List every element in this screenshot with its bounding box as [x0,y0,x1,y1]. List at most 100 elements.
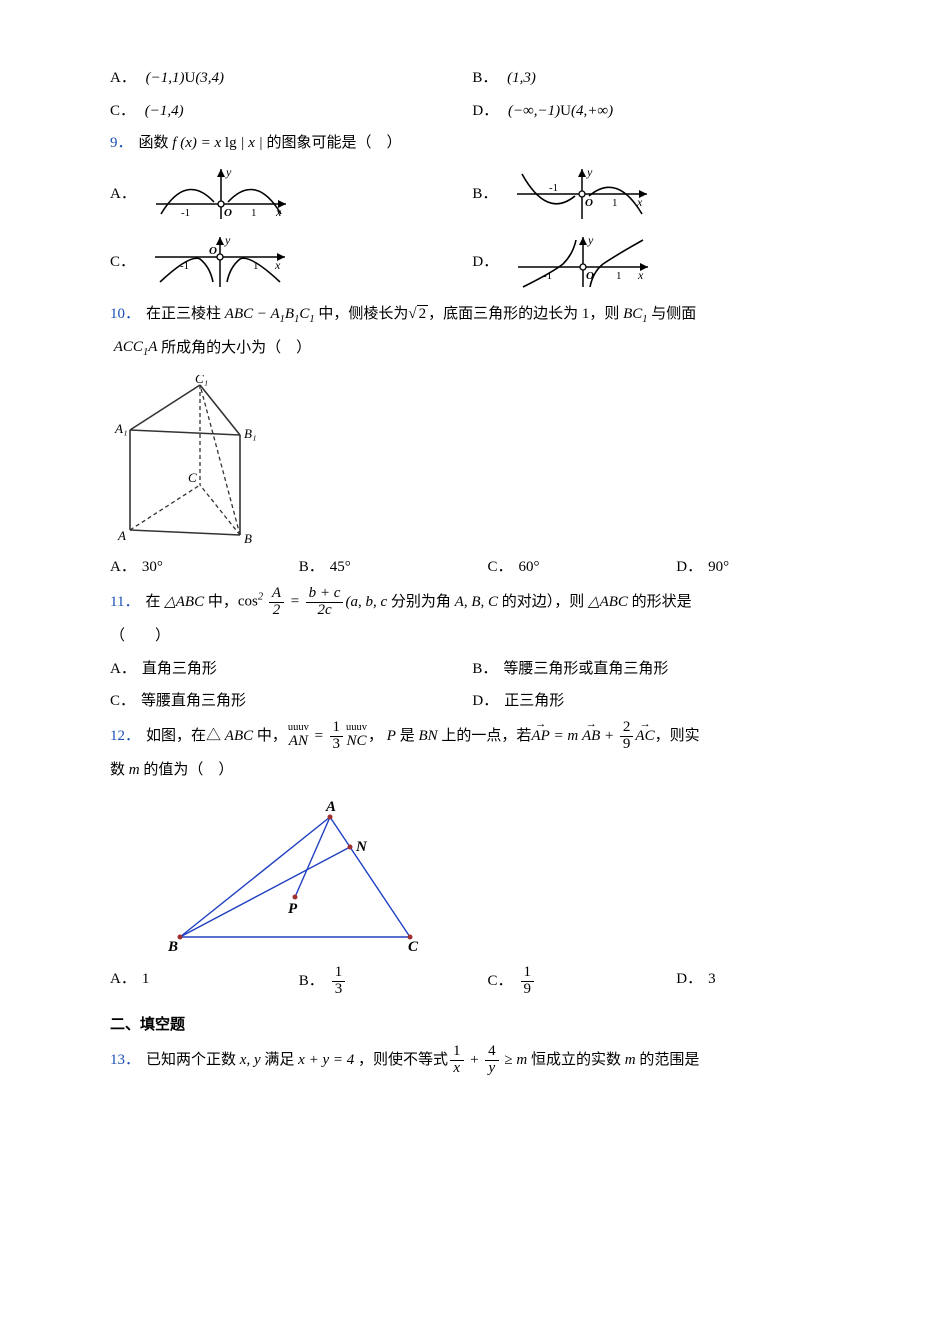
svg-text:-1: -1 [180,260,189,272]
q12-text7: 的值为（ ） [143,756,233,785]
q10-optB: 45° [330,559,351,575]
q12-optB-letter: B． [299,973,324,989]
svg-text:O: O [209,245,217,257]
svg-text:1: 1 [253,260,259,272]
q11-paren2: 的对边），则 [502,588,585,617]
q12-num: 12． [110,722,140,751]
q8-optC-math: (−1,4) [145,103,184,119]
svg-text:P: P [288,901,298,917]
q12-diagram: A N P B C [150,797,865,957]
svg-text:C₁: C₁ [195,375,208,386]
q10-optB-letter: B． [299,559,324,575]
svg-text:O: O [224,207,232,219]
q10-optA-letter: A． [110,559,136,575]
q12-abc: ABC [221,722,257,751]
q12-ab-vec: →AB [582,722,600,751]
q11-optA: 直角三角形 [142,661,217,677]
q10-optD-letter: D． [676,559,702,575]
svg-text:y: y [224,233,231,247]
svg-text:A₁: A₁ [114,421,127,436]
svg-text:x: x [274,258,281,272]
q8-optC-letter: C． [110,103,135,119]
q11-optD-letter: D． [472,693,498,709]
q11-num: 11． [110,588,139,617]
q11-optC: 等腰直角三角形 [141,693,246,709]
q11-text2: 中， [208,588,238,617]
q11-text1: 在 [145,588,160,617]
q12-text4: 上的一点，若 [441,722,531,751]
q10-text5: 所成角的大小为（ ） [161,334,311,363]
svg-text:B: B [244,531,252,545]
q8-optB-letter: B． [472,70,497,86]
q9-graph-row-2: C． -1 1 O y x D． -1 1 O [110,232,865,294]
q13-text4: 恒成立的实数 [531,1046,621,1075]
q13-text3: ，则使不等式 [358,1046,448,1075]
q12-optA: 1 [142,971,150,987]
q12-optC: 19 [521,965,535,998]
svg-text:x: x [637,268,644,282]
q9-optD: D． [472,248,498,277]
q11-optB-letter: B． [472,661,497,677]
q8-optD-math: (−∞,−1)U(4,+∞) [508,103,613,119]
svg-text:x: x [275,205,282,219]
q13-f1: 1x [450,1044,464,1077]
q8-row-1: A． (−1,1)U(3,4) B． (1,3) [110,64,865,93]
q12-text2: 中， [257,722,287,751]
q13-num: 13． [110,1046,140,1075]
q13-eq: x + y = 4 [294,1046,358,1075]
q10-optA: 30° [142,559,163,575]
q12-an-vec: uuuvAN [288,723,309,749]
q9-text1: 函数 [139,129,169,158]
q12-p: P [383,722,400,751]
q8-optB-math: (1,3) [507,70,536,86]
q13-plus: + [466,1046,484,1075]
q11-paren-text: 分别为角 [387,588,451,617]
q11-optD: 正三角形 [504,693,564,709]
q12-optD-letter: D． [676,971,702,987]
q10-text2: 中，侧棱长为 [318,300,408,329]
q12-text1: 如图，在△ [146,722,221,751]
q12-optC-letter: C． [488,973,513,989]
q12-text6: 数 [110,756,125,785]
q10-optD: 90° [708,559,729,575]
q12-ac-vec: →AC [635,722,654,751]
q12-m: m [125,756,143,785]
q9-optB: B． [472,180,497,209]
q9-stem: 9． 函数 f (x) = x lg | x | 的图象可能是（ ） [110,129,865,158]
svg-text:C: C [188,470,197,485]
q11-paren: (a, b, c [345,588,387,617]
q11-abc: A, B, C [451,588,502,617]
q9-graph-row-1: A． -1 1 O y x B． -1 1 O [110,164,865,226]
q12-optD: 3 [708,971,716,987]
q8-optA-letter: A． [110,70,136,86]
svg-text:A: A [325,799,336,815]
q9-optC: C． [110,248,135,277]
q9-graph-C: -1 1 O y x [145,232,295,294]
q11-optB: 等腰三角形或直角三角形 [503,661,668,677]
q13-geq: ≥ m [501,1046,531,1075]
q10-text4: 与侧面 [651,300,696,329]
q10-stem-1: 10． 在正三棱柱 ABC − A1B1C1 中，侧棱长为 2 ，底面三角形的边… [110,300,865,330]
q9-func: f (x) = x lg | x | [169,129,267,158]
q13-text5: 的范围是 [639,1046,699,1075]
q10-bc1: BC1 [619,300,651,330]
q11-text3: 的形状是 [632,588,692,617]
q11-optA-letter: A． [110,661,136,677]
q11-eq: cos2 A2 = b + c2c [238,586,346,619]
q11-blank: （ ） [110,622,865,651]
q8-optA-math: (−1,1)U(3,4) [146,70,224,86]
q12-bn: BN [415,722,442,751]
q9-optA: A． [110,180,136,209]
q12-text3: 是 [400,722,415,751]
q11-tri: △ABC [160,588,207,617]
q12-eq2: = m [550,722,582,751]
q12-options: A．1 B．13 C．19 D．3 [110,965,865,998]
q12-frac1: 13 [330,720,344,753]
q12-plus: + [600,722,618,751]
q10-text1: 在正三棱柱 [146,300,221,329]
q13-text2: 满足 [264,1046,294,1075]
svg-text:y: y [586,165,593,179]
q11-tri2: △ABC [584,588,631,617]
q9-graph-A: -1 1 O y x [146,164,296,226]
svg-text:-1: -1 [181,207,190,219]
